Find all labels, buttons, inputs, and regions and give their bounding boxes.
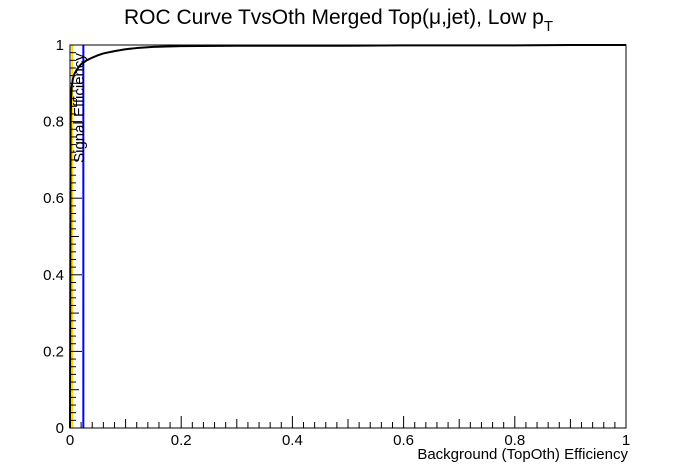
x-tick-label-4: 0.8 <box>504 432 525 449</box>
x-tick-label-3: 0.6 <box>393 432 414 449</box>
x-tick-label-0: 0 <box>66 432 74 449</box>
chart-title-subscript: T <box>544 18 553 35</box>
x-axis-ticks: 0 0.2 0.4 0.6 0.8 1 <box>66 416 630 449</box>
y-tick-label-4: 0.8 <box>43 114 64 131</box>
y-axis-title: Signal Efficiency <box>71 53 88 163</box>
chart-title: ROC Curve TvsOth Merged Top(μ,jet), Low … <box>124 6 553 35</box>
y-tick-label-3: 0.6 <box>43 190 64 207</box>
y-axis-ticks: 0 0.2 0.4 0.6 0.8 1 <box>43 37 82 437</box>
y-tick-label-5: 1 <box>56 37 64 54</box>
chart-title-main: ROC Curve TvsOth Merged Top(μ,jet), Low … <box>124 6 544 29</box>
roc-curve-0 <box>69 44 626 429</box>
x-tick-label-1: 0.2 <box>171 432 192 449</box>
y-tick-label-1: 0.2 <box>43 343 64 360</box>
y-tick-label-0: 0 <box>56 420 64 437</box>
x-axis-title: Background (TopOth) Efficiency <box>417 446 628 463</box>
x-tick-label-5: 1 <box>622 432 630 449</box>
x-tick-label-2: 0.4 <box>282 432 303 449</box>
series-layer <box>69 44 626 429</box>
y-tick-label-2: 0.4 <box>43 267 64 284</box>
